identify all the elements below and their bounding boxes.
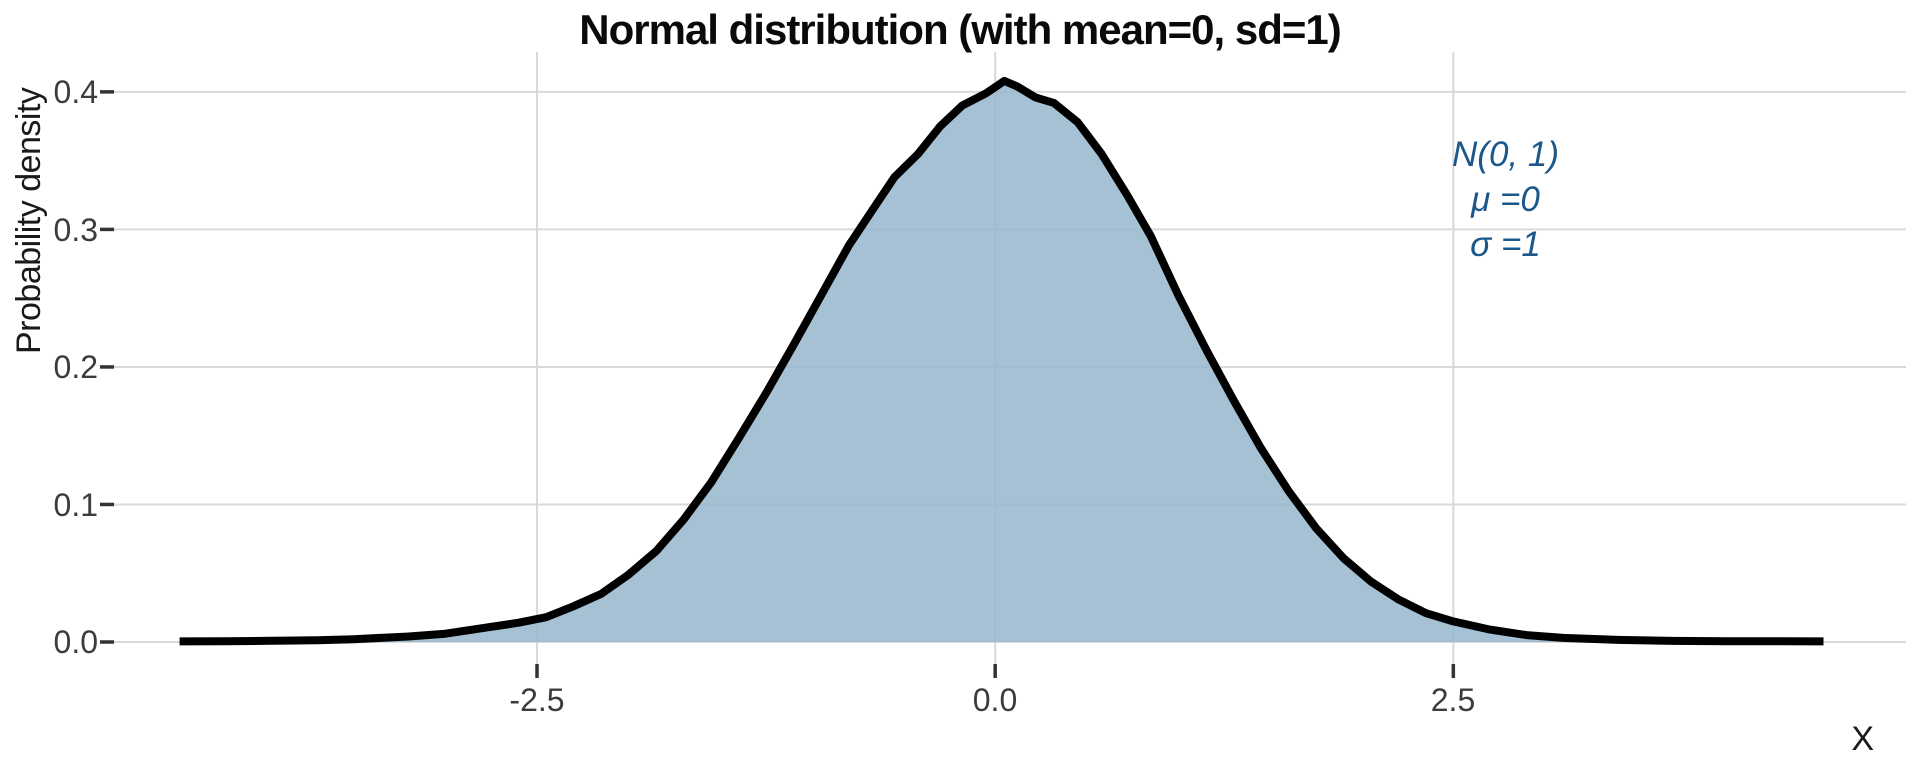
x-tick-label-neg2.5: -2.5 [509, 682, 565, 718]
y-tick-label-0.0: 0.0 [53, 624, 98, 660]
y-tick-label-0.3: 0.3 [53, 212, 98, 248]
x-tick-label-0.0: 0.0 [972, 682, 1018, 718]
distribution-annotation: N(0, 1) μ =0 σ =1 [1418, 132, 1593, 267]
annotation-line-sigma: σ =1 [1470, 225, 1541, 264]
density-area [179, 80, 1824, 642]
density-curve [179, 76, 1824, 646]
y-tick-label-0.4: 0.4 [53, 74, 98, 110]
annotation-line-mu: μ =0 [1471, 180, 1540, 219]
annotation-line-distribution: N(0, 1) [1452, 135, 1559, 174]
x-tick-label-2.5: 2.5 [1430, 682, 1476, 718]
y-tick-label-0.2: 0.2 [53, 349, 98, 385]
y-tick-label-0.1: 0.1 [53, 487, 98, 523]
chart-title: Normal distribution (with mean=0, sd=1) [579, 6, 1341, 53]
x-axis-title: X [1851, 720, 1874, 758]
